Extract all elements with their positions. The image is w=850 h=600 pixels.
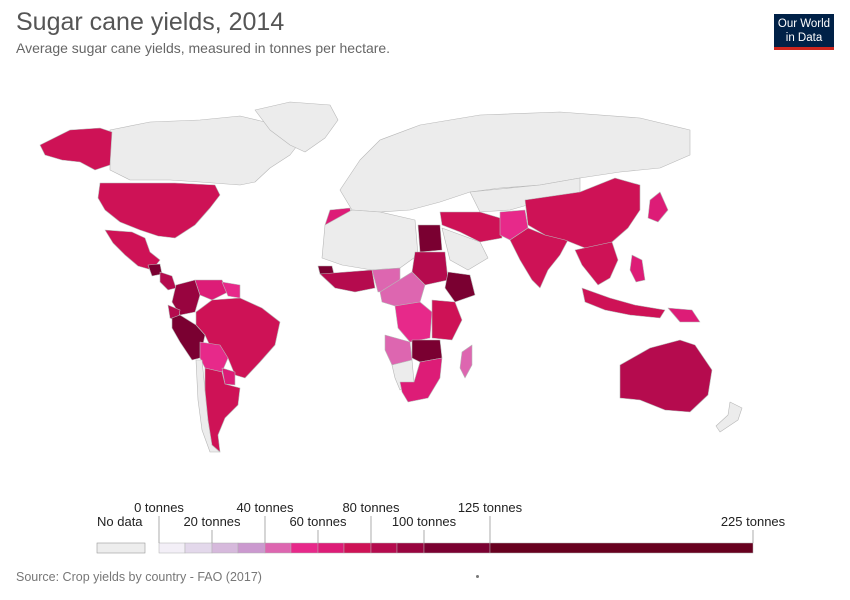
map-region-sudan[interactable]: [411, 251, 449, 286]
map-region-mexico[interactable]: [104, 229, 161, 271]
map-region-paraguay[interactable]: [221, 367, 236, 386]
legend-no-data: No data: [96, 514, 146, 554]
map-region-australia[interactable]: [619, 339, 713, 413]
world-map: [39, 101, 743, 453]
legend-label-lower-1: 60 tonnes: [289, 514, 347, 529]
legend-bin-8[interactable]: [370, 542, 398, 554]
map-region-middle-east[interactable]: [439, 211, 503, 243]
map-region-venezuela[interactable]: [194, 279, 229, 301]
legend-bin-5[interactable]: [290, 542, 319, 554]
map-region-senegal[interactable]: [317, 265, 335, 275]
map-region-philippines[interactable]: [629, 254, 646, 283]
map-region-south-africa[interactable]: [399, 357, 443, 403]
map-region-alaska[interactable]: [39, 127, 113, 171]
map-region-east-africa[interactable]: [431, 299, 463, 341]
map-region-sahara[interactable]: [321, 209, 419, 271]
map-region-japan[interactable]: [647, 191, 669, 223]
legend-bin-3[interactable]: [237, 542, 266, 554]
map-region-europe-russia[interactable]: [339, 111, 691, 213]
map-region-ethiopia[interactable]: [444, 271, 476, 303]
legend-bin-4[interactable]: [264, 542, 292, 554]
logo-line-1: Our World: [777, 18, 831, 30]
map-region-central-america[interactable]: [159, 271, 177, 291]
map-region-new-zealand[interactable]: [715, 401, 743, 433]
legend-label-lower-2: 100 tonnes: [392, 514, 457, 529]
legend-labels: 0 tonnes 40 tonnes 80 tonnes 125 tonnes 20 t…: [134, 500, 786, 543]
map-region-drc[interactable]: [394, 301, 433, 343]
map-region-png[interactable]: [667, 307, 701, 323]
legend-bin-7[interactable]: [343, 542, 372, 554]
map-region-egypt[interactable]: [417, 224, 443, 253]
map-region-indonesia[interactable]: [581, 287, 666, 319]
legend-label-upper-2: 80 tonnes: [342, 500, 400, 515]
map-region-canada[interactable]: [109, 115, 301, 186]
map-region-china[interactable]: [524, 177, 641, 251]
map-region-madagascar[interactable]: [459, 344, 473, 379]
legend-label-upper-3: 125 tonnes: [458, 500, 523, 515]
map-region-usa[interactable]: [97, 182, 221, 239]
map-legend: No data 0 tonnes 40 tonnes 80 tonnes 125 to…: [96, 500, 786, 554]
map-region-west-africa[interactable]: [319, 269, 376, 293]
map-region-brazil[interactable]: [195, 297, 281, 379]
legend-label-lower-3: 225 tonnes: [721, 514, 786, 529]
map-region-argentina[interactable]: [204, 367, 241, 453]
map-timeline-dot: [476, 575, 479, 578]
legend-label-lower-0: 20 tonnes: [183, 514, 241, 529]
map-region-southeast-asia[interactable]: [574, 241, 619, 286]
legend-bins: [158, 542, 754, 554]
logo-line-2: in Data: [785, 32, 823, 44]
legend-bin-2[interactable]: [211, 542, 239, 554]
legend-bin-6[interactable]: [317, 542, 345, 554]
legend-label-upper-0: 0 tonnes: [134, 500, 184, 515]
legend-bin-1[interactable]: [184, 542, 213, 554]
chart-subtitle: Average sugar cane yields, measured in t…: [16, 40, 391, 56]
legend-no-data-swatch[interactable]: [96, 542, 146, 554]
map-region-greenland[interactable]: [254, 101, 339, 153]
map-region-saudi[interactable]: [441, 227, 489, 271]
owid-logo[interactable]: Our World in Data: [774, 14, 834, 50]
legend-bin-11[interactable]: [489, 542, 754, 554]
legend-no-data-label: No data: [97, 514, 143, 529]
legend-bin-0[interactable]: [158, 542, 186, 554]
source-note: Source: Crop yields by country - FAO (20…: [16, 570, 262, 584]
legend-bin-10[interactable]: [423, 542, 491, 554]
legend-label-upper-1: 40 tonnes: [236, 500, 294, 515]
chart-title: Sugar cane yields, 2014: [16, 8, 285, 36]
legend-bin-9[interactable]: [396, 542, 425, 554]
map-region-india[interactable]: [509, 227, 569, 289]
